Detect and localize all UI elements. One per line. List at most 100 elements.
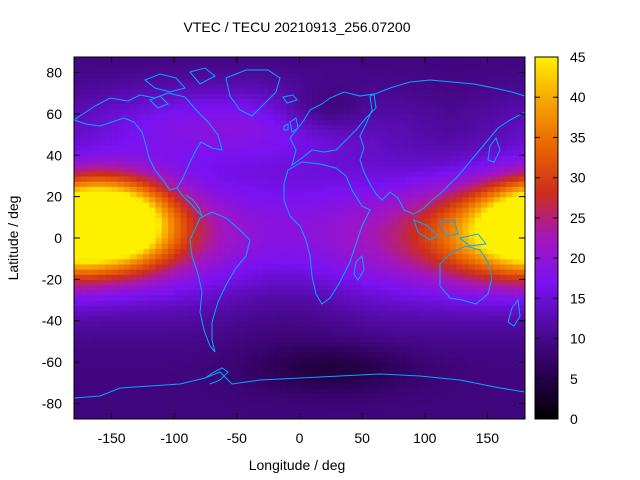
heatmap-cell xyxy=(136,155,144,162)
heatmap-cell xyxy=(111,331,119,337)
heatmap-cell xyxy=(105,362,113,368)
heatmap-cell xyxy=(180,227,188,234)
heatmap-cell xyxy=(130,108,138,115)
heatmap-cell xyxy=(343,367,351,374)
heatmap-cell xyxy=(218,310,225,317)
heatmap-cell xyxy=(318,243,326,249)
heatmap-cell xyxy=(324,346,332,353)
heatmap-cell xyxy=(337,413,344,419)
heatmap-cell xyxy=(236,98,244,105)
heatmap-cell xyxy=(149,367,157,374)
heatmap-cell xyxy=(380,336,388,343)
heatmap-cell xyxy=(218,372,225,379)
heatmap-cell xyxy=(462,413,470,419)
heatmap-cell xyxy=(136,413,144,419)
heatmap-cell xyxy=(92,119,100,125)
heatmap-cell xyxy=(456,181,463,187)
heatmap-cell xyxy=(142,119,150,125)
heatmap-cell xyxy=(74,351,81,358)
heatmap-cell xyxy=(105,170,113,177)
heatmap-cell xyxy=(506,284,514,291)
heatmap-cell xyxy=(493,372,501,379)
heatmap-cell xyxy=(443,88,451,94)
heatmap-cell xyxy=(293,134,301,141)
heatmap-cell xyxy=(474,372,482,379)
heatmap-cell xyxy=(274,284,282,291)
heatmap-cell xyxy=(249,139,257,146)
heatmap-cell xyxy=(456,144,463,151)
heatmap-cell xyxy=(512,134,520,141)
heatmap-cell xyxy=(512,82,520,89)
heatmap-cell xyxy=(487,320,495,327)
heatmap-cell xyxy=(437,113,445,120)
heatmap-cell xyxy=(224,341,232,348)
heatmap-cell xyxy=(180,408,188,415)
heatmap-cell xyxy=(405,243,413,249)
heatmap-cell xyxy=(412,310,420,317)
heatmap-cell xyxy=(506,382,514,389)
heatmap-cell xyxy=(249,217,257,224)
heatmap-cell xyxy=(74,93,81,99)
heatmap-cell xyxy=(155,113,163,120)
heatmap-cell xyxy=(186,232,194,239)
heatmap-cell xyxy=(424,103,432,110)
heatmap-cell xyxy=(167,269,175,275)
heatmap-cell xyxy=(274,253,282,260)
heatmap-cell xyxy=(80,181,88,187)
heatmap-cell xyxy=(249,300,257,306)
heatmap-cell xyxy=(380,269,388,275)
heatmap-cell xyxy=(387,300,395,306)
heatmap-cell xyxy=(199,269,207,275)
heatmap-cell xyxy=(274,243,282,249)
heatmap-cell xyxy=(230,139,238,146)
heatmap-cell xyxy=(374,377,382,384)
heatmap-cell xyxy=(374,331,382,337)
heatmap-cell xyxy=(337,160,344,167)
heatmap-cell xyxy=(299,129,307,136)
heatmap-cell xyxy=(74,315,81,322)
heatmap-cell xyxy=(412,413,420,419)
heatmap-cell xyxy=(130,336,138,343)
heatmap-cell xyxy=(92,331,100,337)
heatmap-cell xyxy=(299,196,307,203)
heatmap-cell xyxy=(393,413,401,419)
heatmap-cell xyxy=(368,77,376,84)
heatmap-cell xyxy=(468,72,476,79)
heatmap-cell xyxy=(255,165,263,172)
heatmap-cell xyxy=(330,108,338,115)
heatmap-cell xyxy=(468,108,476,115)
heatmap-cell xyxy=(130,57,138,63)
heatmap-cell xyxy=(280,294,288,301)
heatmap-cell xyxy=(155,320,163,327)
heatmap-cell xyxy=(199,201,207,208)
heatmap-cell xyxy=(456,201,463,208)
heatmap-cell xyxy=(368,315,376,322)
heatmap-cell xyxy=(255,160,263,167)
heatmap-cell xyxy=(443,305,451,311)
heatmap-cell xyxy=(243,150,250,156)
heatmap-cell xyxy=(468,160,476,167)
heatmap-cell xyxy=(74,77,81,84)
heatmap-cell xyxy=(211,144,219,151)
heatmap-cell xyxy=(224,191,232,198)
heatmap-cell xyxy=(512,139,520,146)
heatmap-cell xyxy=(218,108,225,115)
heatmap-cell xyxy=(130,315,138,322)
heatmap-cell xyxy=(499,300,507,306)
heatmap-cell xyxy=(481,227,489,234)
heatmap-cell xyxy=(293,72,301,79)
heatmap-cell xyxy=(330,258,338,265)
heatmap-cell xyxy=(474,248,482,255)
heatmap-cell xyxy=(274,356,282,363)
heatmap-cell xyxy=(261,217,269,224)
heatmap-cell xyxy=(105,232,113,239)
heatmap-cell xyxy=(86,346,94,353)
heatmap-cell xyxy=(462,269,470,275)
heatmap-cell xyxy=(230,191,238,198)
heatmap-cell xyxy=(124,351,131,358)
heatmap-cell xyxy=(99,258,106,265)
heatmap-cell xyxy=(155,274,163,280)
heatmap-cell xyxy=(305,217,313,224)
heatmap-cell xyxy=(380,362,388,368)
heatmap-cell xyxy=(193,150,200,156)
